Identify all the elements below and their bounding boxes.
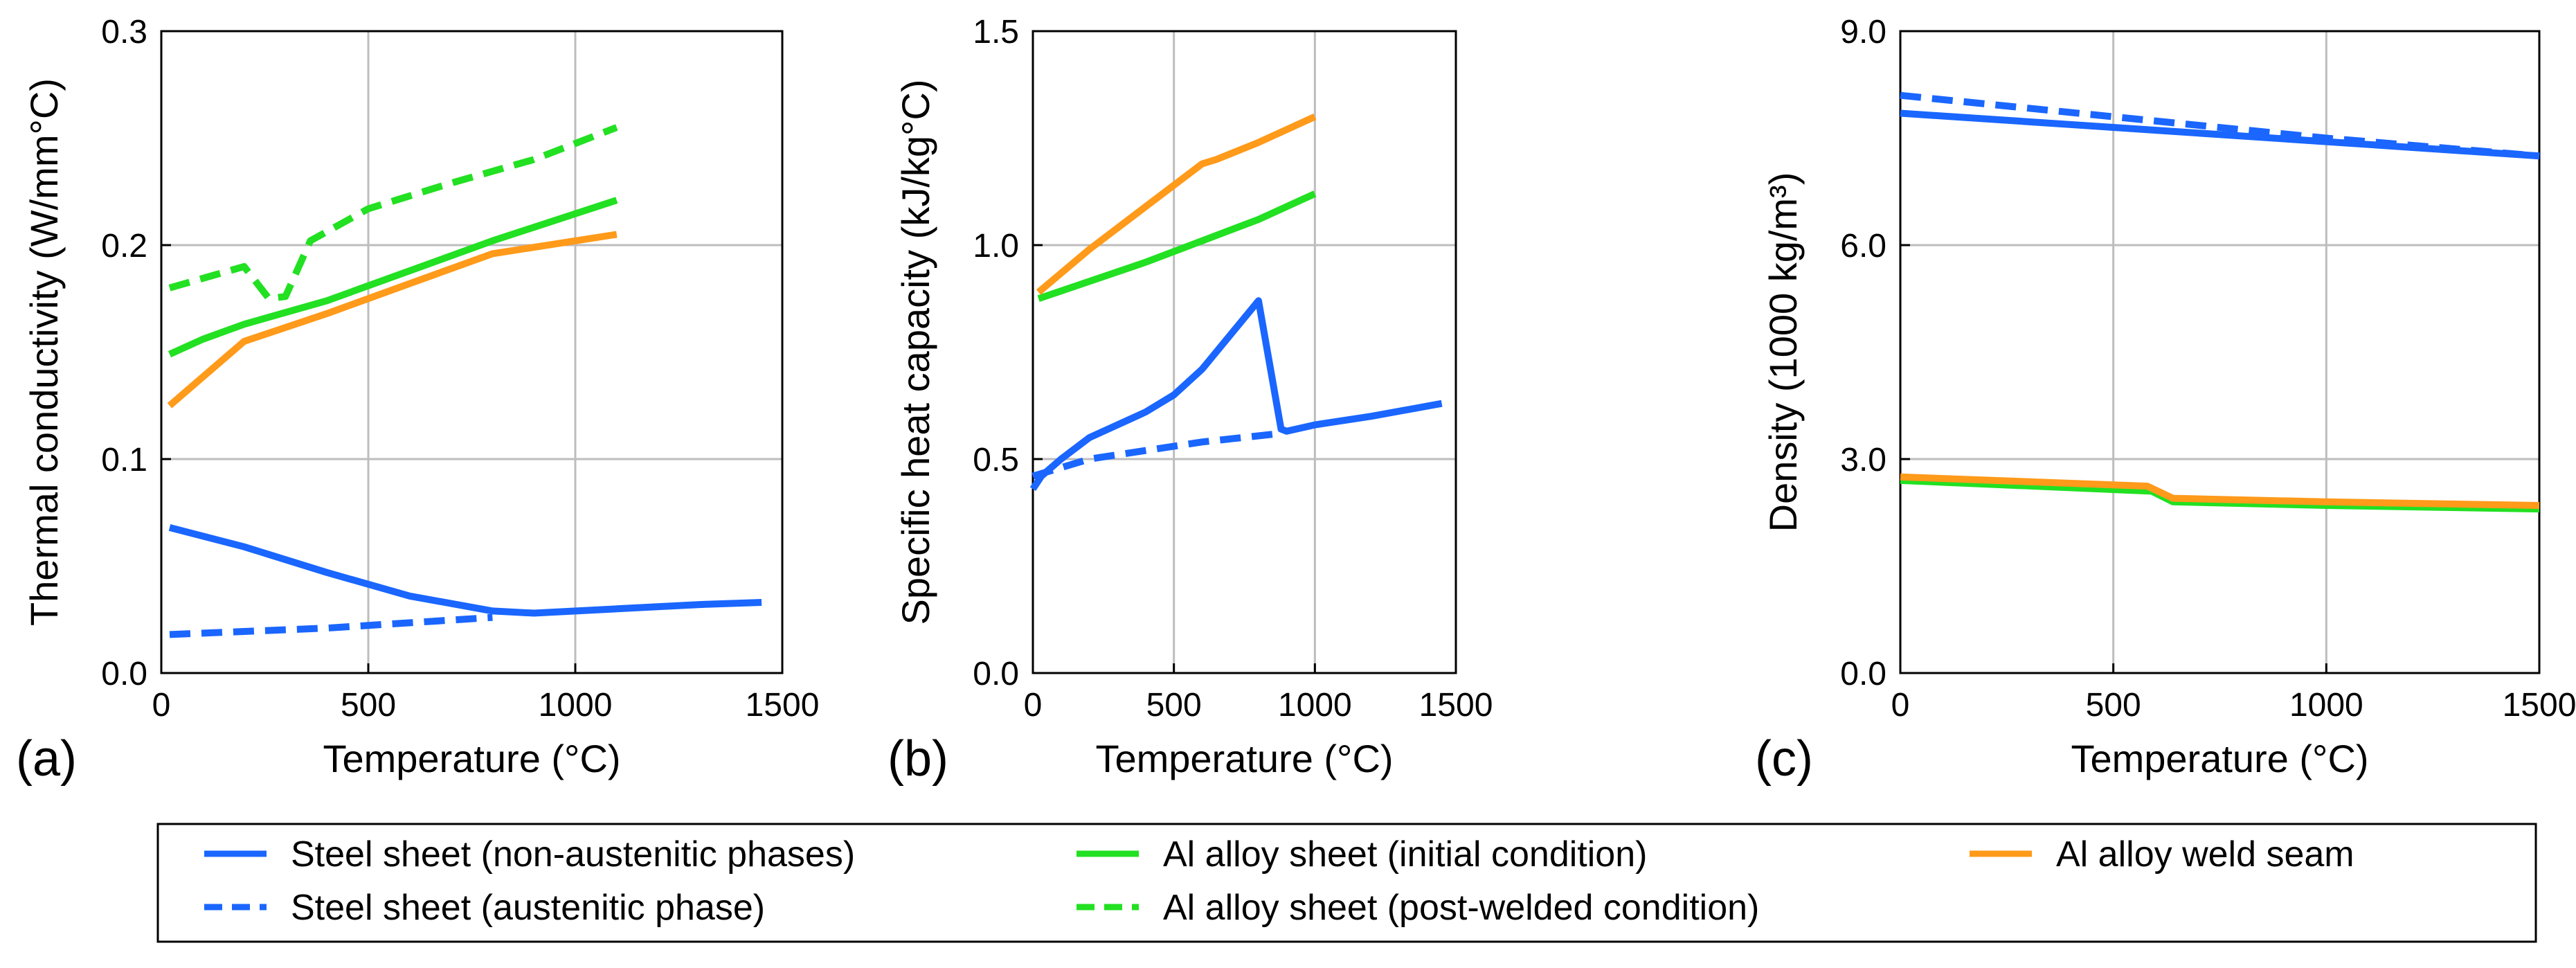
density-ytick-label-0: 0.0 <box>1840 656 1886 692</box>
density-ytick-label-3: 9.0 <box>1840 14 1886 51</box>
specific-heat-xtick-label-0: 0 <box>1024 687 1043 724</box>
specific-heat-xtick-label-2: 1000 <box>1278 687 1352 724</box>
thermal-conductivity-x-axis-label: Temperature (°C) <box>323 737 620 780</box>
density-xtick-label-0: 0 <box>1891 687 1910 724</box>
thermal-conductivity-xtick-label-3: 1500 <box>746 687 820 724</box>
density-series-al-weld <box>1900 473 2540 509</box>
density-xtick-label-2: 1000 <box>2289 687 2363 724</box>
specific-heat-ytick-label-1: 0.5 <box>973 442 1019 478</box>
thermal-conductivity-series-al-init <box>168 197 618 358</box>
chart-panels: 0 500 1000 1500 0.0 0.1 0.2 0.3 Temperature (°C)… <box>16 14 2576 787</box>
thermal-conductivity-ytick-label-0: 0.0 <box>101 656 147 692</box>
thermal-conductivity-plot-frame <box>160 30 784 674</box>
legend-box <box>156 823 2537 943</box>
specific-heat-ytick-label-0: 0.0 <box>973 656 1019 692</box>
specific-heat-series-al-weld <box>1036 114 1317 295</box>
specific-heat-xtick-label-1: 500 <box>1146 687 1202 724</box>
chart-panel-thermal-conductivity: 0 500 1000 1500 0.0 0.1 0.2 0.3 Temperature (°C)… <box>16 14 819 787</box>
thermal-conductivity-series-steel-aus <box>169 613 493 638</box>
density-series-steel-non <box>1900 109 2540 160</box>
specific-heat-series-al-init <box>1037 190 1317 303</box>
chart-panel-density: 0 500 1000 1500 0.0 3.0 6.0 9.0 Temperature (°C)… <box>1755 14 2576 787</box>
specific-heat-plot-frame <box>1032 30 1457 674</box>
density-plot-frame <box>1899 30 2541 674</box>
chart-panel-specific-heat: 0 500 1000 1500 0.0 0.5 1.0 1.5 Temperature (°C)… <box>888 14 1493 787</box>
density-xtick-label-1: 500 <box>2086 687 2141 724</box>
thermal-conductivity-series-al-post <box>168 124 618 303</box>
thermal-conductivity-xtick-label-2: 1000 <box>539 687 613 724</box>
specific-heat-y-axis-label: Specific heat capacity (kJ/kg°C) <box>894 79 937 625</box>
specific-heat-ytick-label-2: 1.0 <box>973 228 1019 265</box>
specific-heat-xtick-label-3: 1500 <box>1419 687 1493 724</box>
density-series-steel-aus <box>1900 91 2540 160</box>
legend-label-steel-non-austenitic: Steel sheet (non-austenitic phases) <box>291 834 855 875</box>
density-ytick-label-1: 3.0 <box>1840 442 1886 478</box>
specific-heat-series-steel-non <box>1029 297 1443 492</box>
density-xtick-label-3: 1500 <box>2503 687 2576 724</box>
legend-label-al-initial: Al alloy sheet (initial condition) <box>1163 834 1647 875</box>
density-y-axis-label: Density (1000 kg/m³) <box>1761 172 1805 532</box>
thermal-conductivity-panel-label: (a) <box>16 731 77 787</box>
density-series-al-init <box>1900 476 2540 513</box>
legend: Steel sheet (non-austenitic phases) Stee… <box>156 823 2537 943</box>
thermal-conductivity-ytick-label-1: 0.1 <box>101 442 147 478</box>
density-x-axis-label: Temperature (°C) <box>2071 737 2368 780</box>
thermal-conductivity-ytick-label-2: 0.2 <box>101 228 147 265</box>
legend-label-al-weld-seam: Al alloy weld seam <box>2056 834 2354 875</box>
legend-label-steel-austenitic: Steel sheet (austenitic phase) <box>291 888 765 928</box>
specific-heat-x-axis-label: Temperature (°C) <box>1095 737 1393 780</box>
specific-heat-panel-label: (b) <box>888 731 948 787</box>
specific-heat-ytick-label-3: 1.5 <box>973 14 1019 51</box>
thermal-conductivity-ytick-label-3: 0.3 <box>101 14 147 51</box>
legend-label-al-post-welded: Al alloy sheet (post-welded condition) <box>1163 888 1759 928</box>
specific-heat-series-steel-aus <box>1032 429 1282 480</box>
thermal-conductivity-series-steel-non <box>168 524 762 617</box>
thermal-conductivity-xtick-label-1: 500 <box>341 687 396 724</box>
density-panel-label: (c) <box>1755 731 1813 787</box>
density-ytick-label-2: 6.0 <box>1840 228 1886 265</box>
thermal-conductivity-series-al-weld <box>167 231 618 409</box>
thermal-conductivity-xtick-label-0: 0 <box>152 687 171 724</box>
thermal-conductivity-y-axis-label: Thermal conductivity (W/mm°C) <box>22 78 66 626</box>
